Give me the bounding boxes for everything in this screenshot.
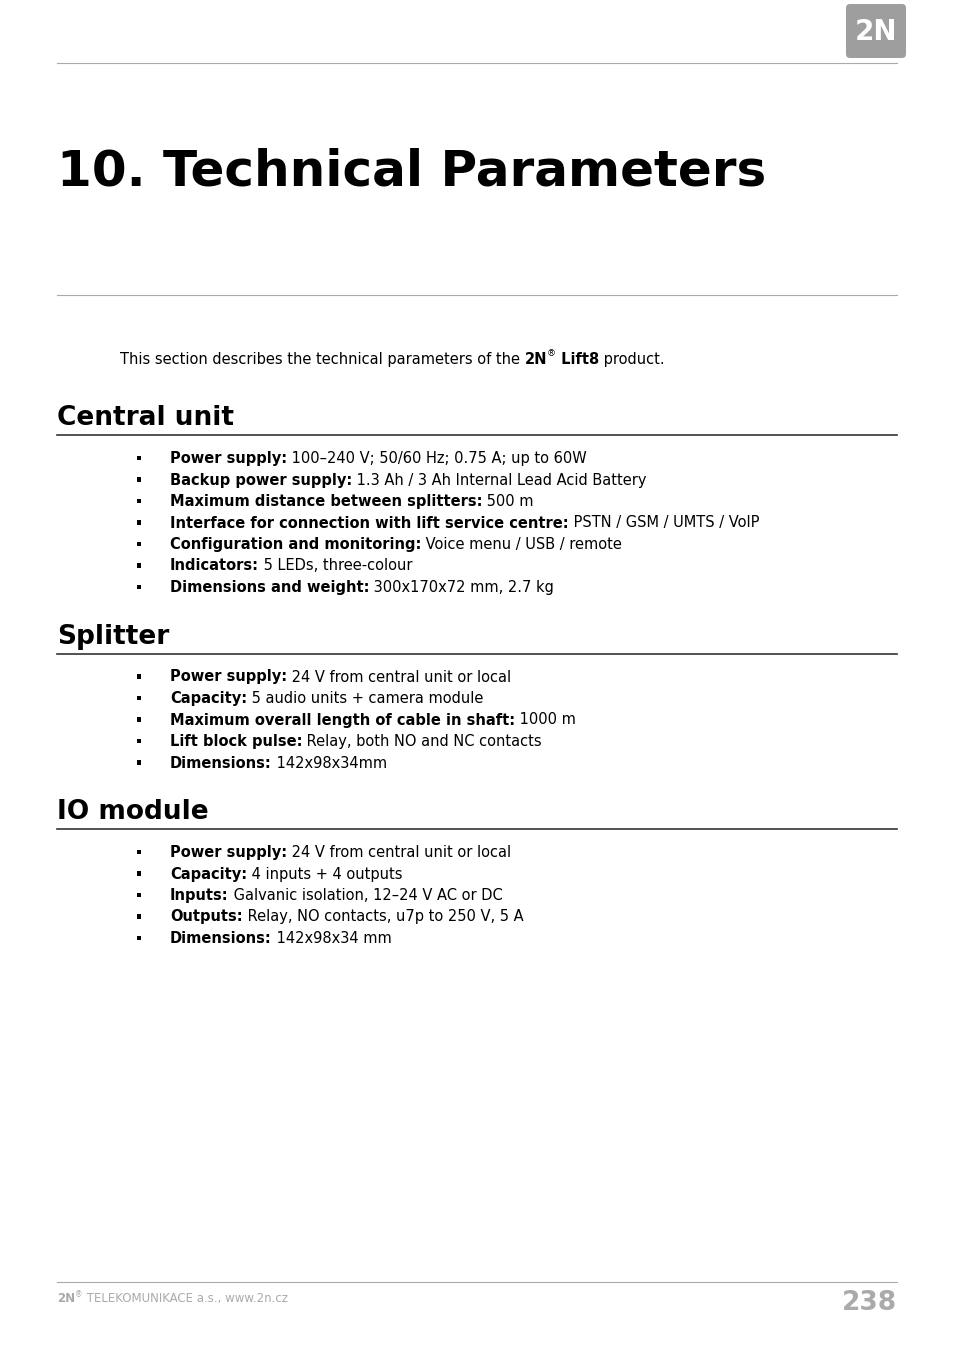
Bar [137, 477, 141, 482]
Text: IO module: IO module [57, 799, 209, 825]
Text: 5 LEDs, three-colour: 5 LEDs, three-colour [258, 559, 412, 574]
Text: 1000 m: 1000 m [515, 713, 576, 728]
Text: 2N: 2N [524, 352, 547, 367]
Text: 24 V from central unit or local: 24 V from central unit or local [287, 845, 511, 860]
Text: 142x98x34mm: 142x98x34mm [272, 756, 387, 771]
Text: 238: 238 [841, 1291, 896, 1316]
Bar [137, 892, 141, 896]
Text: This section describes the technical parameters of the: This section describes the technical par… [120, 352, 524, 367]
Text: ®: ® [75, 1291, 83, 1299]
Bar [137, 849, 141, 855]
Text: Configuration and monitoring:: Configuration and monitoring: [170, 537, 421, 552]
Text: Outputs:: Outputs: [170, 910, 242, 925]
Text: Power supply:: Power supply: [170, 845, 287, 860]
Text: Capacity:: Capacity: [170, 691, 247, 706]
Text: Galvanic isolation, 12–24 V AC or DC: Galvanic isolation, 12–24 V AC or DC [229, 888, 502, 903]
Text: 2N: 2N [57, 1292, 75, 1305]
Text: Voice menu / USB / remote: Voice menu / USB / remote [421, 537, 621, 552]
Text: 142x98x34 mm: 142x98x34 mm [272, 931, 391, 946]
Text: product.: product. [598, 352, 664, 367]
Text: 500 m: 500 m [482, 494, 534, 509]
Bar [137, 738, 141, 742]
FancyBboxPatch shape [845, 4, 905, 58]
Bar [137, 760, 141, 764]
Text: Interface for connection with lift service centre:: Interface for connection with lift servi… [170, 516, 568, 531]
Text: Dimensions and weight:: Dimensions and weight: [170, 580, 369, 595]
Text: Indicators:: Indicators: [170, 559, 258, 574]
Bar [137, 717, 141, 721]
Text: Lift8: Lift8 [556, 352, 598, 367]
Text: Power supply:: Power supply: [170, 451, 287, 466]
Bar [137, 585, 141, 589]
Text: Inputs:: Inputs: [170, 888, 229, 903]
Bar [137, 914, 141, 918]
Text: 1.3 Ah / 3 Ah Internal Lead Acid Battery: 1.3 Ah / 3 Ah Internal Lead Acid Battery [352, 472, 646, 487]
Bar [137, 455, 141, 460]
Text: TELEKOMUNIKACE a.s., www.2n.cz: TELEKOMUNIKACE a.s., www.2n.cz [83, 1292, 287, 1305]
Text: Capacity:: Capacity: [170, 867, 247, 882]
Bar [137, 541, 141, 545]
Text: 5 audio units + camera module: 5 audio units + camera module [247, 691, 483, 706]
Text: 100–240 V; 50/60 Hz; 0.75 A; up to 60W: 100–240 V; 50/60 Hz; 0.75 A; up to 60W [287, 451, 586, 466]
Text: PSTN / GSM / UMTS / VoIP: PSTN / GSM / UMTS / VoIP [568, 516, 759, 531]
Bar [137, 871, 141, 876]
Text: Dimensions:: Dimensions: [170, 931, 272, 946]
Text: Dimensions:: Dimensions: [170, 756, 272, 771]
Bar [137, 695, 141, 701]
Text: 4 inputs + 4 outputs: 4 inputs + 4 outputs [247, 867, 402, 882]
Text: 10. Technical Parameters: 10. Technical Parameters [57, 148, 765, 196]
Text: 24 V from central unit or local: 24 V from central unit or local [287, 670, 511, 684]
Bar [137, 674, 141, 679]
Bar [137, 563, 141, 567]
Text: Lift block pulse:: Lift block pulse: [170, 734, 302, 749]
Text: 2N: 2N [854, 18, 897, 46]
Text: Power supply:: Power supply: [170, 670, 287, 684]
Text: Maximum distance between splitters:: Maximum distance between splitters: [170, 494, 482, 509]
Text: ®: ® [547, 350, 556, 358]
Text: Splitter: Splitter [57, 624, 169, 649]
Text: Relay, both NO and NC contacts: Relay, both NO and NC contacts [302, 734, 541, 749]
Bar [137, 520, 141, 525]
Text: Relay, NO contacts, u7p to 250 V, 5 A: Relay, NO contacts, u7p to 250 V, 5 A [242, 910, 522, 925]
Text: Backup power supply:: Backup power supply: [170, 472, 352, 487]
Bar [137, 498, 141, 504]
Text: 300x170x72 mm, 2.7 kg: 300x170x72 mm, 2.7 kg [369, 580, 554, 595]
Text: Central unit: Central unit [57, 405, 233, 431]
Text: Maximum overall length of cable in shaft:: Maximum overall length of cable in shaft… [170, 713, 515, 728]
Bar [137, 936, 141, 940]
